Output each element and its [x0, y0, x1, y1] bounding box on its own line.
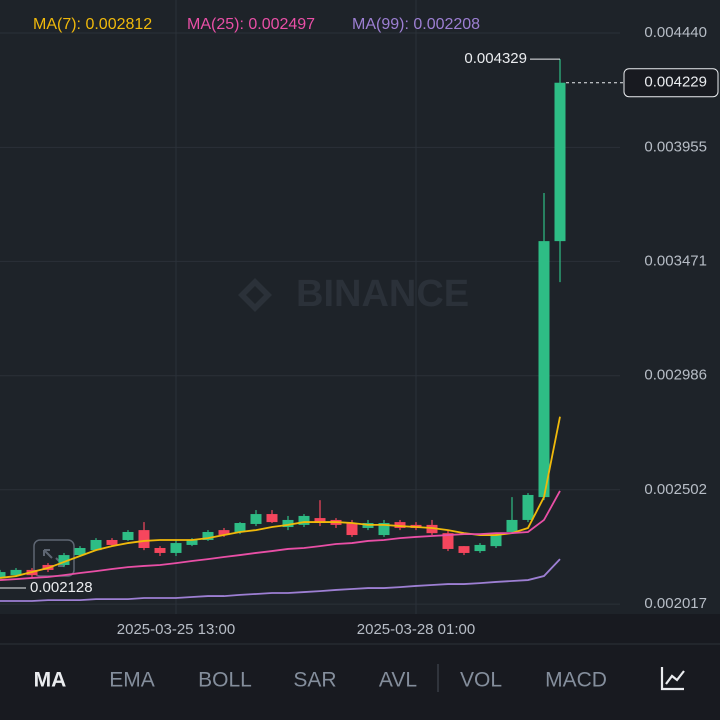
indicator-tab[interactable]: VOL — [460, 669, 502, 692]
candle-body — [490, 535, 502, 547]
candle-body — [0, 572, 6, 578]
candle-body — [90, 539, 102, 551]
candle-body — [106, 539, 118, 545]
y-tick-label: 0.003471 — [644, 252, 707, 269]
candle-body — [522, 494, 534, 520]
indicator-tab[interactable]: EMA — [109, 669, 155, 692]
candle-body — [250, 514, 262, 524]
low-label: 0.002128 — [30, 579, 93, 596]
candle-body — [186, 539, 198, 545]
watermark-text: BINANCE — [296, 273, 469, 315]
indicator-tab[interactable]: BOLL — [198, 669, 252, 692]
plot-area — [0, 0, 720, 614]
x-tick-label: 2025-03-28 01:00 — [357, 621, 475, 638]
y-tick-label: 0.002986 — [644, 367, 707, 384]
candle-body — [538, 241, 550, 498]
candle-body — [282, 519, 294, 528]
legend-entry: MA(99): 0.002208 — [352, 16, 480, 33]
candle-body — [474, 544, 486, 552]
y-tick-label: 0.002017 — [644, 595, 707, 612]
candle-body — [218, 530, 230, 536]
candle-body — [266, 514, 278, 523]
y-tick-label: 0.002502 — [644, 481, 707, 498]
candle-body — [234, 523, 246, 532]
candle-body — [458, 546, 470, 553]
candle-body — [298, 515, 310, 525]
ma-line — [0, 558, 561, 602]
candle-body — [314, 518, 326, 524]
last-price-label: 0.004229 — [644, 74, 707, 91]
ma-line — [0, 490, 561, 581]
text-layer: 0.004440 0.003955 0.003471 0.002986 0.002502… — [30, 16, 707, 638]
y-tick-label: 0.004440 — [644, 24, 707, 41]
candle-body — [394, 522, 406, 528]
indicator-tab[interactable]: AVL — [379, 669, 417, 692]
candle-body — [442, 533, 454, 549]
candle-body — [506, 519, 518, 532]
chart-icon[interactable] — [660, 667, 685, 691]
legend-entry: MA(7): 0.002812 — [33, 16, 152, 33]
candle-body — [138, 530, 150, 549]
x-tick-label: 2025-03-25 13:00 — [117, 621, 235, 638]
high-label: 0.004329 — [464, 50, 527, 67]
candle-body — [346, 523, 358, 536]
candle-body — [554, 82, 566, 242]
candle-body — [154, 548, 166, 553]
candle-body — [122, 531, 134, 540]
indicator-tab[interactable]: SAR — [293, 669, 336, 692]
y-tick-label: 0.003955 — [644, 138, 707, 155]
marks-layer — [0, 58, 719, 602]
candle-body — [170, 543, 182, 553]
candle-body — [58, 555, 70, 565]
watermark: BINANCE — [238, 273, 469, 315]
last-price-box — [623, 68, 719, 98]
legend-entry: MA(25): 0.002497 — [187, 16, 315, 33]
candle-body — [10, 569, 22, 576]
indicator-tab[interactable]: MA — [34, 669, 67, 692]
grid-layer — [0, 0, 620, 614]
candle-body — [378, 523, 390, 536]
candle-body — [202, 531, 214, 540]
candle-body — [426, 524, 438, 534]
indicator-tab[interactable]: MACD — [545, 669, 607, 692]
candle-body — [74, 548, 86, 556]
